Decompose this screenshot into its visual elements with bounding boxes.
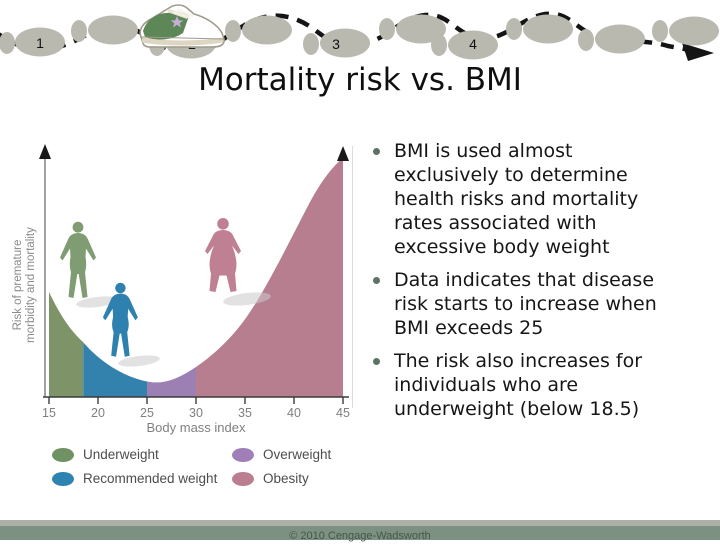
tick-45: 45	[336, 406, 350, 420]
obesity-swatch-icon	[232, 471, 254, 486]
legend-item-obesity: Obesity	[232, 471, 362, 486]
tick-35: 35	[238, 406, 252, 420]
step-number-3: 3	[332, 36, 340, 52]
legend-label: Underweight	[83, 447, 159, 462]
content-divider	[352, 146, 353, 408]
tick-20: 20	[91, 406, 105, 420]
bullet-item-1: BMI is used almost exclusively to determ…	[364, 139, 704, 259]
bmi-risk-chart: 15 20 25 30 35 40 45 Body mass index Ris…	[12, 144, 350, 435]
legend-item-recommended: Recommended weight	[52, 471, 232, 486]
y-axis-arrowhead-icon	[39, 144, 51, 159]
step-number-4: 4	[469, 36, 477, 52]
legend-label: Overweight	[263, 447, 332, 462]
recommended-weight-figure	[102, 282, 138, 357]
path-arrowhead-icon	[682, 43, 714, 61]
underweight-swatch-icon	[52, 447, 74, 462]
bullet-item-3: The risk also increases for individuals …	[364, 349, 704, 421]
curve-arrowhead-icon	[337, 146, 349, 161]
slide-title: Mortality risk vs. BMI	[198, 62, 522, 98]
x-axis-ticks	[48, 397, 344, 404]
legend-item-underweight: Underweight	[52, 447, 232, 462]
footsteps-banner: 1 2 3 4	[0, 4, 719, 61]
bullet-dot-icon	[373, 277, 380, 284]
footer-green-bar: © 2010 Cengage-Wadsworth	[0, 526, 720, 542]
tick-15: 15	[42, 406, 56, 420]
tick-30: 30	[189, 406, 203, 420]
underweight-figure	[60, 221, 96, 298]
bullet-dot-icon	[373, 148, 380, 155]
legend-label: Recommended weight	[83, 471, 218, 486]
bullet-text: The risk also increases for individuals …	[394, 350, 643, 420]
bullet-text: Data indicates that disease risk starts …	[394, 269, 657, 339]
figure-shadows	[76, 292, 271, 367]
footer-gray-bar	[0, 520, 720, 526]
step-number-1: 1	[36, 35, 44, 51]
bullet-dot-icon	[373, 358, 380, 365]
risk-curve-area	[49, 158, 343, 397]
footprints	[0, 14, 719, 60]
y-axis-label-line2: morbidity and mortality	[25, 227, 37, 343]
sneaker-icon	[139, 4, 225, 48]
y-axis-label-line1: Risk of premature	[12, 240, 24, 331]
copyright-text: © 2010 Cengage-Wadsworth	[289, 530, 431, 542]
bullet-text: BMI is used almost exclusively to determ…	[394, 140, 639, 258]
tick-40: 40	[287, 406, 301, 420]
legend-item-overweight: Overweight	[232, 447, 362, 462]
bullet-list: BMI is used almost exclusively to determ…	[364, 139, 704, 430]
overweight-swatch-icon	[232, 447, 254, 462]
recommended-swatch-icon	[52, 471, 74, 486]
tick-25: 25	[140, 406, 154, 420]
bullet-item-2: Data indicates that disease risk starts …	[364, 268, 704, 340]
legend-label: Obesity	[263, 471, 309, 486]
chart-legend: Underweight Overweight Recommended weigh…	[52, 447, 362, 486]
obesity-figure	[205, 218, 241, 292]
x-axis-label: Body mass index	[147, 420, 246, 435]
